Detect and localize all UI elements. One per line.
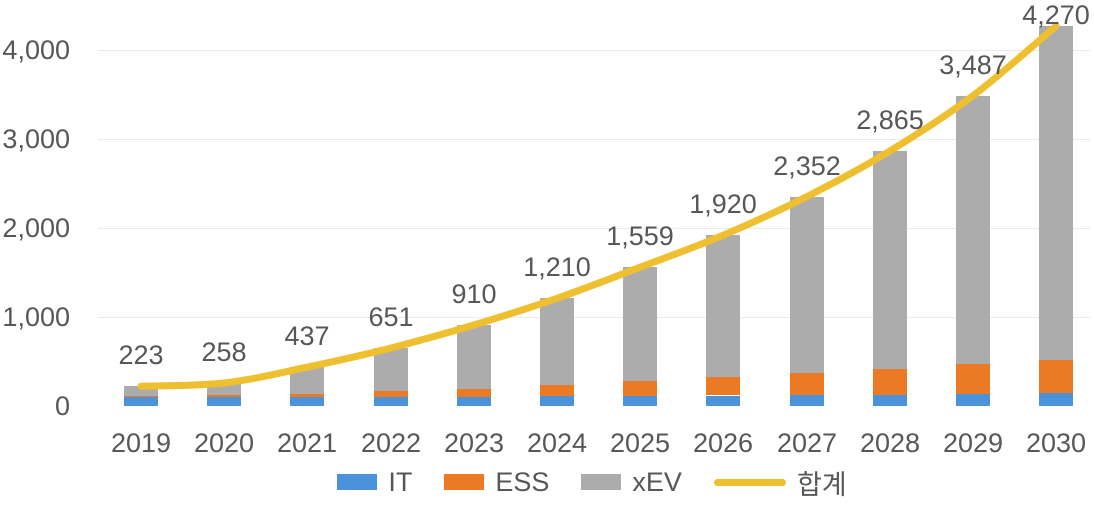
legend-item-it: IT <box>337 467 412 498</box>
x-axis-label-2021: 2021 <box>276 428 338 458</box>
legend-item-total-label: 합계 <box>796 469 847 500</box>
chart-legend: IT ESS xEV 합계 <box>90 464 1094 500</box>
bar-2025-it-segment <box>623 395 657 406</box>
bar-2024-xev-segment <box>540 298 574 386</box>
bar-2029-xev-segment <box>956 95 990 364</box>
gridline-1000 <box>98 317 1090 318</box>
gridline-3000 <box>98 139 1090 140</box>
legend-item-total: 합계 <box>713 463 847 502</box>
x-axis-label-2022: 2022 <box>360 428 422 458</box>
legend-item-total-swatch-icon <box>713 478 786 486</box>
bar-2028-it-segment <box>873 394 907 406</box>
total-label-2023: 910 <box>451 279 497 309</box>
legend-item-ess-label: ESS <box>495 466 550 497</box>
total-label-2019: 223 <box>118 340 164 370</box>
bar-2027-ess-segment <box>790 373 824 396</box>
bar-2030-ess-segment <box>1039 359 1073 393</box>
bar-2027-xev-segment <box>790 196 824 374</box>
bar-2030-it-segment <box>1039 392 1073 406</box>
y-axis-tick-label-4000: 4,000 <box>2 35 70 65</box>
bar-2024-it-segment <box>540 396 574 406</box>
bar-2022-ess-segment <box>374 390 408 397</box>
bar-2021-it-segment <box>290 396 324 406</box>
bar-2026-xev-segment <box>706 235 740 378</box>
bar-2028-xev-segment <box>873 151 907 369</box>
bar-2020-it-segment <box>207 397 241 406</box>
x-axis-label-2028: 2028 <box>859 428 921 458</box>
legend-item-ess: ESS <box>444 467 549 498</box>
x-axis-label-2024: 2024 <box>526 428 588 458</box>
bar-2020-ess-segment <box>207 395 241 398</box>
total-label-2024: 1,210 <box>523 252 591 282</box>
total-label-2030: 4,270 <box>1022 0 1090 30</box>
y-axis-tick-label-3000: 3,000 <box>2 124 70 154</box>
legend-item-it-label: IT <box>388 466 413 497</box>
bar-2021-xev-segment <box>290 367 324 394</box>
bar-2020-xev-segment <box>207 383 241 396</box>
total-label-2026: 1,920 <box>689 189 757 219</box>
total-label-2027: 2,352 <box>773 151 841 181</box>
x-axis-label-2025: 2025 <box>609 428 671 458</box>
x-axis-label-2029: 2029 <box>942 428 1004 458</box>
x-axis-label-2020: 2020 <box>193 428 255 458</box>
bar-2025-ess-segment <box>623 381 657 396</box>
bar-2022-it-segment <box>374 396 408 406</box>
legend-item-it-swatch-icon <box>337 474 378 490</box>
bar-2019-ess-segment <box>124 395 158 398</box>
total-label-2022: 651 <box>368 302 414 332</box>
x-axis-label-2027: 2027 <box>776 428 838 458</box>
y-axis-tick-label-2000: 2,000 <box>2 213 70 243</box>
bar-2029-ess-segment <box>956 364 990 394</box>
x-axis-label-2026: 2026 <box>692 428 754 458</box>
bar-2028-ess-segment <box>873 368 907 395</box>
legend-item-xev: xEV <box>581 467 682 498</box>
y-axis-tick-label-0: 0 <box>54 391 70 421</box>
total-label-2021: 437 <box>284 321 330 351</box>
bar-2023-xev-segment <box>457 325 491 389</box>
bar-2030-xev-segment <box>1039 26 1073 360</box>
total-label-2029: 3,487 <box>939 50 1007 80</box>
y-axis-tick-label-1000: 1,000 <box>2 302 70 332</box>
bar-2029-it-segment <box>956 393 990 406</box>
bar-2026-ess-segment <box>706 377 740 396</box>
legend-item-xev-label: xEV <box>632 466 682 497</box>
total-label-2025: 1,559 <box>606 221 674 251</box>
bar-2019-it-segment <box>124 397 158 406</box>
x-axis-label-2030: 2030 <box>1025 428 1087 458</box>
bar-2024-ess-segment <box>540 385 574 397</box>
bar-2026-it-segment <box>706 395 740 406</box>
bar-2023-it-segment <box>457 396 491 406</box>
total-label-2028: 2,865 <box>856 105 924 135</box>
bar-2022-xev-segment <box>374 348 408 391</box>
bar-2023-ess-segment <box>457 388 491 397</box>
bar-2025-xev-segment <box>623 267 657 382</box>
total-label-2020: 258 <box>201 337 247 367</box>
legend-item-xev-swatch-icon <box>581 474 622 490</box>
x-axis-label-2019: 2019 <box>110 428 172 458</box>
legend-item-ess-swatch-icon <box>444 474 485 490</box>
x-axis-label-2023: 2023 <box>443 428 505 458</box>
bar-2027-it-segment <box>790 395 824 406</box>
bar-2021-ess-segment <box>290 393 324 397</box>
bar-2019-xev-segment <box>124 386 158 396</box>
